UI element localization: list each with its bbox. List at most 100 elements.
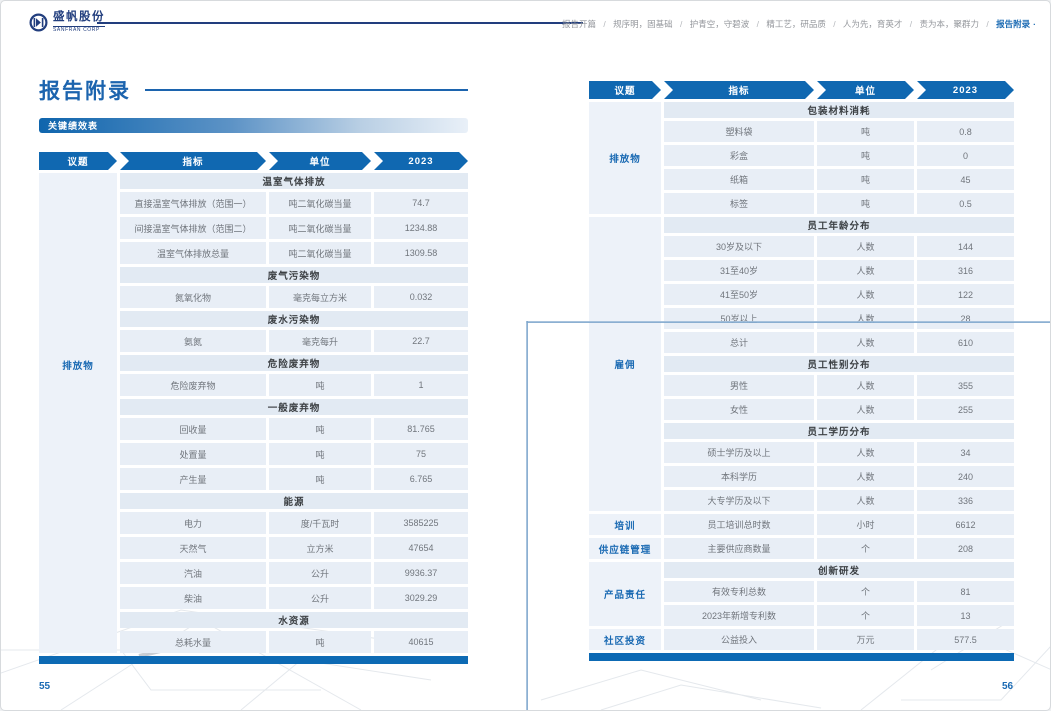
table-header-row: 议题 指标 单位 2023: [39, 152, 468, 170]
value-cell: 28: [917, 308, 1014, 329]
topic-block: 排放物 包装材料消耗 塑料袋吨 0.8 彩盒吨 0 纸箱吨 45 标签吨 0.5: [589, 102, 1014, 214]
value-cell: 240: [917, 466, 1014, 487]
topic-rows: 员工培训总时数 小时 6612: [664, 514, 1014, 535]
header-cell: 议题: [589, 81, 661, 99]
value-cell: 1: [374, 374, 468, 396]
unit-cell: 万元: [817, 629, 914, 650]
data-row: 直接温室气体排放（范围一） 吨二氧化碳当量 74.7: [120, 192, 468, 214]
data-row: 31至40岁 人数 316: [664, 260, 1014, 281]
divider-line-vertical: [526, 321, 528, 710]
indicator-cell: 氮氧化物: [120, 286, 266, 308]
value-cell: 47654: [374, 537, 468, 559]
topic-block: 供应链管理 主要供应商数量个 208: [589, 538, 1014, 559]
data-row: 女性 人数 255: [664, 399, 1014, 420]
unit-cell: 人数: [817, 236, 914, 257]
value-cell: 9936.37: [374, 562, 468, 584]
topic-cell: 雇佣: [589, 217, 661, 511]
data-row: 氨氮 毫克每升 22.7: [120, 330, 468, 352]
section-row: 一般废弃物: [120, 399, 468, 415]
header-cell: 单位: [269, 152, 371, 170]
nav-item: 精工艺，研品质: [766, 19, 826, 29]
indicator-cell: 处置量: [120, 443, 266, 465]
indicator-cell: 41至50岁: [664, 284, 814, 305]
data-row: 大专学历及以下 人数 336: [664, 490, 1014, 511]
value-cell: 316: [917, 260, 1014, 281]
topic-label: 雇佣: [614, 360, 636, 371]
nav-separator: /: [984, 19, 992, 29]
topic-block: 培训 员工培训总时数 小时 6612: [589, 514, 1014, 535]
value-cell: 610: [917, 332, 1014, 353]
unit-cell: 公升: [269, 562, 371, 584]
value-cell: 34: [917, 442, 1014, 463]
topic-label: 排放物: [609, 154, 641, 165]
topic-label: 产品责任: [603, 590, 646, 601]
unit-cell: 吨: [817, 169, 914, 190]
indicator-cell: 危险废弃物: [120, 374, 266, 396]
value-cell: 3585225: [374, 512, 468, 534]
indicator-cell: 纸箱: [664, 169, 814, 190]
indicator-cell: 天然气: [120, 537, 266, 559]
nav-active-suffix: ·: [1033, 19, 1036, 29]
nav-separator: /: [907, 19, 915, 29]
topic-label: 排放物: [62, 361, 94, 372]
section-row: 废气污染物: [120, 267, 468, 283]
indicator-cell: 硕士学历及以上: [664, 442, 814, 463]
unit-cell: 吨: [817, 193, 914, 214]
value-cell: 0.8: [917, 121, 1014, 142]
unit-cell: 吨: [269, 631, 371, 653]
value-cell: 6.765: [374, 468, 468, 490]
data-row: 彩盒吨 0: [664, 145, 1014, 166]
data-row: 温室气体排放总量 吨二氧化碳当量 1309.58: [120, 242, 468, 264]
nav-item: 护青空，守碧波: [689, 19, 750, 29]
indicator-cell: 彩盒: [664, 145, 814, 166]
indicator-cell: 回收量: [120, 418, 266, 440]
value-cell: 336: [917, 490, 1014, 511]
unit-cell: 人数: [817, 284, 914, 305]
value-cell: 1309.58: [374, 242, 468, 264]
data-row: 2023年新增专利数个 13: [664, 605, 1014, 626]
unit-cell: 人数: [817, 308, 914, 329]
page-number-left: 55: [39, 681, 51, 692]
indicator-cell: 间接温室气体排放（范围二）: [120, 217, 266, 239]
nav-item: 报告附录: [996, 19, 1031, 29]
header-cell: 单位: [817, 81, 914, 99]
value-cell: 40615: [374, 631, 468, 653]
indicator-cell: 31至40岁: [664, 260, 814, 281]
header-rule: [97, 22, 583, 24]
value-cell: 0.5: [917, 193, 1014, 214]
value-cell: 81.765: [374, 418, 468, 440]
indicator-cell: 主要供应商数量: [664, 538, 814, 559]
data-row: 产生量吨 6.765: [120, 468, 468, 490]
value-cell: 0.032: [374, 286, 468, 308]
data-row: 标签吨 0.5: [664, 193, 1014, 214]
section-row: 创新研发: [664, 562, 1014, 578]
value-cell: 13: [917, 605, 1014, 626]
indicator-cell: 电力: [120, 512, 266, 534]
topic-cell: 供应链管理: [589, 538, 661, 559]
data-row: 本科学历 人数 240: [664, 466, 1014, 487]
topic-label: 社区投资: [603, 635, 646, 647]
data-row: 汽油 公升 9936.37: [120, 562, 468, 584]
kpi-table-right: 议题 指标 单位 2023 排放物 包装材料消耗 塑料袋吨 0.8 彩盒吨 0 纸箱吨 45 标签吨 0.…: [589, 81, 1014, 650]
indicator-cell: 产生量: [120, 468, 266, 490]
table-header-row: 议题 指标 单位 2023: [589, 81, 1014, 99]
unit-cell: 人数: [817, 442, 914, 463]
data-row: 纸箱吨 45: [664, 169, 1014, 190]
logo-icon: [29, 13, 48, 32]
topic-cell: 社区投资: [589, 629, 661, 650]
data-row: 有效专利总数个 81: [664, 581, 1014, 602]
nav-separator: /: [830, 19, 838, 29]
nav-separator: /: [754, 19, 762, 29]
indicator-cell: 2023年新增专利数: [664, 605, 814, 626]
page-title: 报告附录: [39, 80, 131, 103]
table-footer-bar: [589, 653, 1014, 661]
data-row: 塑料袋吨 0.8: [664, 121, 1014, 142]
section-row: 危险废弃物: [120, 355, 468, 371]
indicator-cell: 塑料袋: [664, 121, 814, 142]
data-row: 30岁及以下 人数 144: [664, 236, 1014, 257]
data-row: 员工培训总时数 小时 6612: [664, 514, 1014, 535]
data-row: 主要供应商数量个 208: [664, 538, 1014, 559]
indicator-cell: 有效专利总数: [664, 581, 814, 602]
value-cell: 81: [917, 581, 1014, 602]
